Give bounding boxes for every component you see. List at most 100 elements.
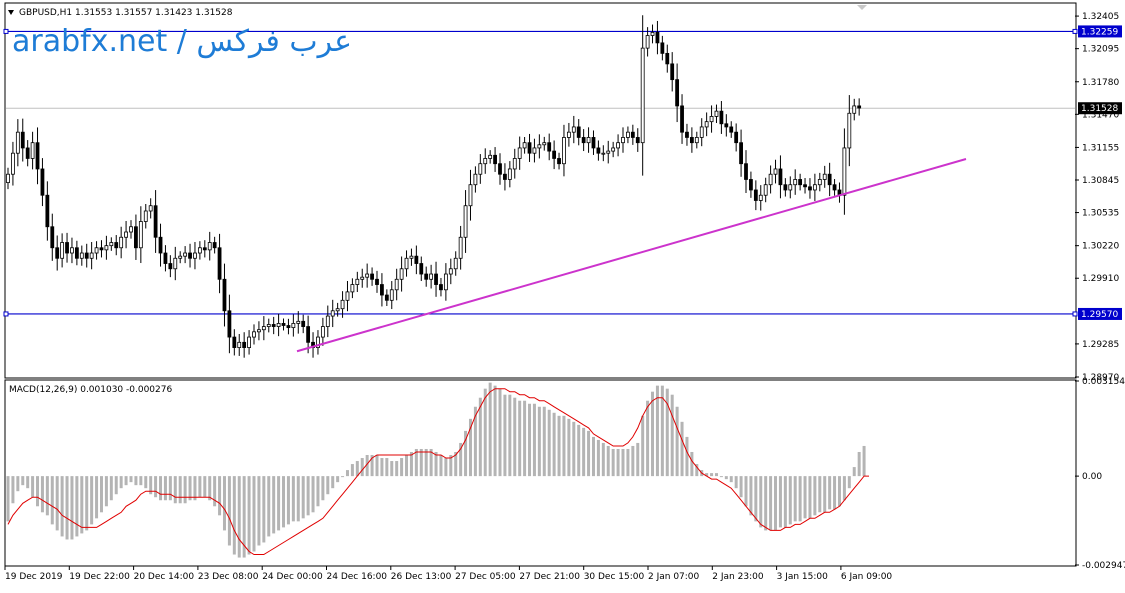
candle-body [389, 289, 394, 301]
macd-bar [222, 476, 226, 531]
candle-body [675, 79, 680, 107]
candle-body [749, 179, 753, 191]
time-axis-label: 19 Dec 22:00 [69, 572, 130, 582]
candlestick-series [6, 15, 862, 358]
candle-body [448, 268, 453, 275]
macd-bar [257, 476, 261, 546]
macd-bar [129, 476, 133, 483]
macd-bar [862, 445, 866, 477]
candle-body [443, 273, 448, 291]
candle-body [197, 247, 202, 254]
candle-body [626, 131, 630, 138]
macd-bar [813, 476, 817, 516]
macd-bar [818, 476, 822, 513]
candle-body [562, 137, 566, 165]
macd-bar [395, 461, 399, 477]
macd-bar [252, 476, 256, 552]
candle-body [640, 47, 645, 144]
macd-bar [567, 418, 571, 477]
candle-body [360, 276, 365, 280]
macd-bar [286, 476, 290, 525]
macd-bar [601, 442, 605, 477]
macd-bar [744, 476, 748, 507]
macd-bar [193, 476, 197, 501]
candle-body [227, 310, 232, 338]
candle-body [65, 242, 69, 254]
candle-body [212, 242, 217, 249]
candle-body [60, 242, 65, 259]
candle-body [276, 323, 281, 327]
macd-bar [714, 473, 718, 477]
candle-body [650, 31, 655, 36]
macd-bar [680, 421, 684, 477]
candle-body [822, 173, 827, 180]
macd-bar [277, 476, 281, 531]
macd-bar [11, 476, 15, 504]
macd-bar [380, 458, 384, 477]
candle-body [493, 154, 497, 165]
candle-body [744, 163, 748, 180]
candle-body [325, 315, 330, 327]
macd-bar [626, 448, 630, 477]
candle-body [803, 184, 807, 188]
candle-body [566, 131, 571, 138]
scroll-shift-icon[interactable] [857, 5, 867, 10]
macd-indicator-title: MACD(12,26,9) 0.001030 -0.000276 [9, 385, 172, 395]
time-axis-label: 24 Dec 16:00 [327, 572, 388, 582]
macd-bar [523, 400, 527, 477]
trendline-group [296, 158, 967, 353]
macd-bar [114, 476, 118, 495]
macd-pane-border [4, 379, 1077, 567]
support-trendline [296, 158, 967, 353]
candle-body [714, 110, 719, 117]
macd-bar [409, 451, 413, 477]
macd-axis-label: 0.00 [1082, 472, 1102, 482]
macd-bar [670, 394, 674, 477]
candle-body [217, 247, 222, 280]
macd-bar [503, 394, 507, 477]
macd-bar [55, 476, 59, 531]
candle-body [419, 263, 424, 275]
macd-bar [769, 476, 773, 531]
macd-bar [341, 476, 345, 478]
candle-body [808, 186, 812, 191]
macd-bar [562, 415, 566, 477]
candle-body [286, 325, 291, 329]
candle-body [6, 173, 10, 184]
candle-body [94, 247, 99, 254]
candle-body [55, 247, 60, 259]
macd-bar [636, 442, 640, 477]
candle-body [512, 158, 517, 170]
price-axis-label: 1.29910 [1082, 274, 1119, 284]
macd-bar [808, 476, 812, 519]
candle-body [242, 341, 247, 348]
macd-bar [99, 476, 103, 513]
macd-bar [774, 476, 778, 531]
macd-bar [419, 448, 423, 477]
macd-bar [528, 403, 532, 477]
macd-bar [168, 476, 172, 501]
candle-body [188, 252, 192, 259]
candle-body [852, 105, 857, 114]
macd-bar [213, 476, 217, 507]
macd-bar [149, 476, 153, 495]
macd-bar [316, 476, 320, 507]
macd-bar [449, 455, 453, 477]
macd-bar [483, 388, 487, 477]
macd-bar [552, 412, 556, 477]
candle-body [232, 336, 237, 348]
macd-bar [355, 461, 359, 477]
macd-bar [144, 476, 148, 489]
macd-bar [183, 476, 187, 504]
macd-bar [70, 476, 74, 540]
time-axis: 19 Dec 2019 19 Dec 22:00 20 Dec 14:00 23 De… [4, 566, 892, 582]
macd-bar [350, 464, 354, 477]
macd-bar [178, 476, 182, 504]
horizontal-lines [3, 28, 1078, 317]
candle-body [316, 336, 320, 348]
macd-signal-line [7, 388, 869, 555]
dropdown-arrow-icon[interactable] [8, 10, 14, 15]
macd-bar [842, 476, 846, 501]
